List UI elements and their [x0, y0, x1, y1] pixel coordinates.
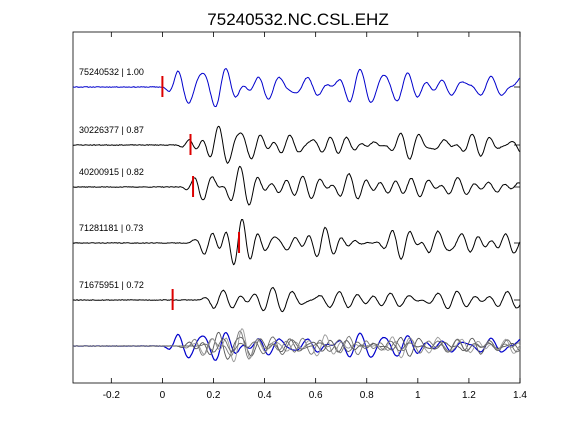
trace-line-4	[72, 286, 521, 313]
x-tick-label-0: -0.2	[103, 390, 121, 401]
x-axis: -0.2 0 0.2 0.4 0.6 0.8 1 1.2 1.4	[103, 32, 527, 401]
x-tick-label-4: 0.6	[309, 390, 323, 401]
trace-group	[72, 68, 521, 313]
trace-line-0	[72, 68, 521, 108]
x-tick-label-1: 0	[160, 390, 166, 401]
overlay-stack	[72, 328, 521, 363]
chart-title: 75240532.NC.CSL.EHZ	[207, 10, 388, 29]
trace-labels: 75240532 | 1.00 30226377 | 0.87 40200915 |…	[79, 67, 144, 290]
x-tick-label-5: 0.8	[360, 390, 374, 401]
trace-label-3: 71281181 | 0.73	[79, 223, 143, 233]
trace-label-2: 40200915 | 0.82	[79, 167, 144, 177]
x-tick-label-2: 0.2	[207, 390, 221, 401]
trace-label-0: 75240532 | 1.00	[79, 67, 144, 77]
trace-line-3	[72, 218, 521, 266]
pick-markers	[161, 76, 241, 310]
trace-line-2	[73, 165, 521, 206]
trace-line-1	[72, 125, 521, 165]
x-tick-label-3: 0.4	[258, 390, 272, 401]
trace-label-1: 30226377 | 0.87	[79, 125, 144, 135]
x-tick-label-6: 1	[415, 390, 421, 401]
stack-line-4	[72, 336, 521, 356]
x-tick-label-7: 1.2	[462, 390, 476, 401]
trace-label-4: 71675951 | 0.72	[79, 280, 144, 290]
plot-frame	[72, 31, 521, 384]
x-tick-label-8: 1.4	[513, 390, 527, 401]
